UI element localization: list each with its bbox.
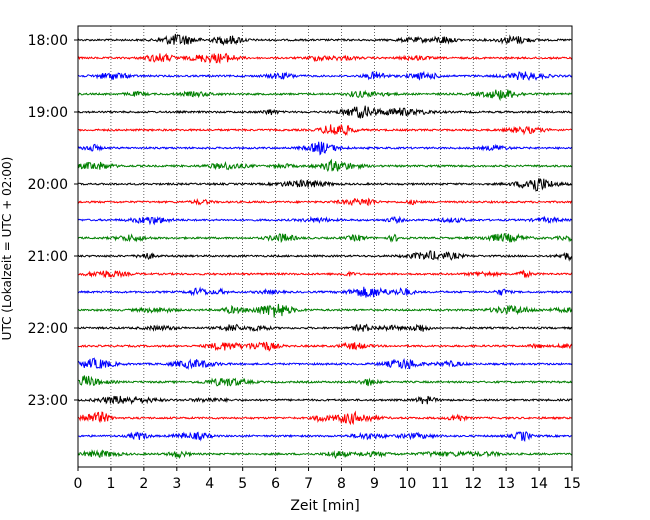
trace-1915 <box>77 124 573 136</box>
x-tick-label: 11 <box>431 476 449 492</box>
y-tick-label: 20:00 <box>28 177 68 193</box>
trace-2045 <box>77 232 573 244</box>
trace-2315 <box>77 410 573 426</box>
trace-1800 <box>77 33 573 46</box>
trace-1930 <box>77 141 573 156</box>
trace-1945 <box>77 158 573 173</box>
trace-2130 <box>77 286 573 298</box>
x-tick-label: 1 <box>106 476 115 492</box>
x-tick-label: 12 <box>464 476 482 492</box>
y-tick-label: 22:00 <box>28 321 68 337</box>
trace-2300 <box>77 395 573 405</box>
x-tick-label: 9 <box>370 476 379 492</box>
y-axis-label: UTC (Lokalzeit = UTC + 02:00) <box>0 157 14 341</box>
x-tick-label: 6 <box>271 476 280 492</box>
trace-2345 <box>77 449 573 460</box>
x-tick-label: 2 <box>139 476 148 492</box>
x-tick-label: 15 <box>563 476 581 492</box>
y-tick-label: 19:00 <box>28 105 68 121</box>
x-tick-label: 0 <box>74 476 83 492</box>
trace-2145 <box>77 303 573 318</box>
trace-2230 <box>77 357 573 370</box>
x-tick-label: 8 <box>337 476 346 492</box>
trace-2115 <box>77 269 573 279</box>
trace-2200 <box>77 323 573 333</box>
trace-2215 <box>77 341 573 352</box>
trace-2100 <box>77 250 573 262</box>
x-tick-label: 13 <box>497 476 515 492</box>
trace-1900 <box>77 105 573 119</box>
x-tick-label: 3 <box>172 476 181 492</box>
x-tick-label: 5 <box>238 476 247 492</box>
trace-2245 <box>77 375 573 387</box>
trace-1845 <box>77 89 573 102</box>
trace-2030 <box>77 215 573 226</box>
trace-2330 <box>78 431 573 442</box>
x-tick-label: 10 <box>398 476 416 492</box>
seismic-traces <box>77 33 573 460</box>
y-tick-label: 23:00 <box>28 393 68 409</box>
y-axis-ticks: 18:00 19:00 20:00 21:00 22:00 23:00 <box>28 33 78 409</box>
y-tick-label: 21:00 <box>28 249 68 265</box>
x-tick-label: 7 <box>304 476 313 492</box>
x-tick-label: 14 <box>530 476 548 492</box>
trace-2000 <box>77 177 573 192</box>
x-axis-label: Zeit [min] <box>290 498 359 514</box>
x-axis-ticks: 0 1 2 3 4 5 6 7 8 9 10 11 12 13 14 15 <box>74 467 581 492</box>
trace-1815 <box>77 52 573 65</box>
trace-1830 <box>77 70 573 82</box>
trace-2015 <box>77 197 573 207</box>
plot-frame <box>77 25 573 468</box>
y-tick-label: 18:00 <box>28 33 68 49</box>
x-tick-label: 4 <box>205 476 214 492</box>
